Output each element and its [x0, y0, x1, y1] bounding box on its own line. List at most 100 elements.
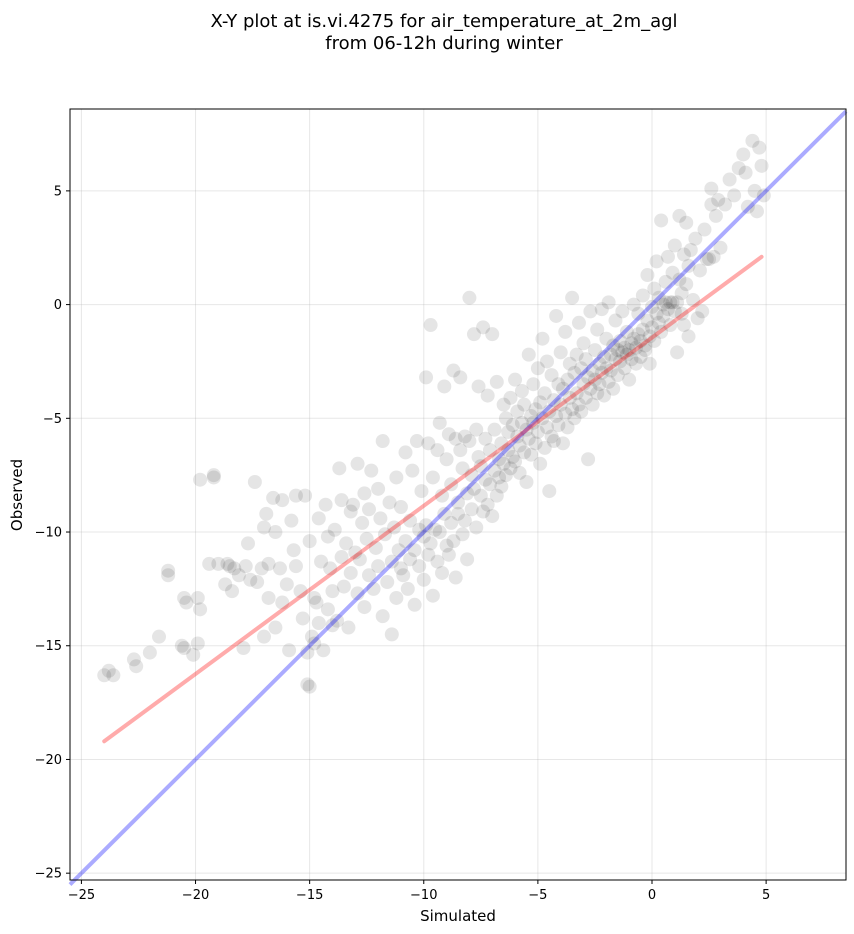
scatter-point [432, 415, 447, 430]
scatter-point [654, 324, 669, 339]
scatter-point [309, 595, 324, 610]
scatter-point [754, 158, 769, 173]
scatter-point [393, 500, 408, 515]
scatter-point [526, 415, 541, 430]
scatter-point [633, 349, 648, 364]
scatter-point [346, 497, 361, 512]
scatter-point [496, 397, 511, 412]
scatter-point [314, 554, 329, 569]
scatter-point [578, 352, 593, 367]
scatter-point [343, 565, 358, 580]
scatter-point [617, 361, 632, 376]
scatter-point [489, 374, 504, 389]
scatter-point [359, 531, 374, 546]
scatter-point [736, 147, 751, 162]
scatter-point [435, 565, 450, 580]
scatter-point [375, 434, 390, 449]
scatter-point [288, 559, 303, 574]
scatter-point [391, 543, 406, 558]
scatter-point [503, 390, 518, 405]
scatter-point [608, 352, 623, 367]
x-tick-label: −5 [528, 888, 547, 903]
scatter-point [752, 140, 767, 155]
scatter-point [501, 443, 516, 458]
scatter-point [179, 595, 194, 610]
scatter-point [464, 468, 479, 483]
scatter-point [571, 315, 586, 330]
scatter-point [101, 663, 116, 678]
scatter-point [540, 420, 555, 435]
scatter-point [692, 263, 707, 278]
scatter-point [510, 429, 525, 444]
x-tick-label: 0 [648, 888, 656, 903]
scatter-point [439, 538, 454, 553]
scatter-point [686, 293, 701, 308]
scatter-point [307, 636, 322, 651]
scatter-point [615, 345, 630, 360]
scatter-point [562, 390, 577, 405]
scatter-point [368, 540, 383, 555]
scatter-point [670, 345, 685, 360]
scatter-point [670, 295, 685, 310]
x-tick-label: −20 [182, 888, 209, 903]
scatter-point [462, 290, 477, 305]
scatter-point [638, 338, 653, 353]
scatter-point [549, 308, 564, 323]
scatter-point [574, 361, 589, 376]
scatter-point [704, 181, 719, 196]
scatter-point [302, 534, 317, 549]
scatter-point [681, 329, 696, 344]
scatter-point [555, 381, 570, 396]
scatter-point [562, 356, 577, 371]
scatter-point [193, 472, 208, 487]
scatter-point [635, 288, 650, 303]
scatter-point [555, 436, 570, 451]
scatter-point [565, 402, 580, 417]
scatter-point [396, 568, 411, 583]
scatter-point [444, 477, 459, 492]
scatter-point [581, 370, 596, 385]
scatter-point [464, 502, 479, 517]
scatter-point [576, 377, 591, 392]
scatter-point [227, 561, 242, 576]
scatter-point [494, 479, 509, 494]
x-tick-label: −25 [68, 888, 95, 903]
scatter-point [275, 493, 290, 508]
chart-title-line-2: from 06-12h during winter [325, 33, 563, 54]
scatter-point [261, 556, 276, 571]
scatter-point [517, 397, 532, 412]
scatter-point [656, 308, 671, 323]
scatter-point [272, 561, 287, 576]
scatter-point [129, 659, 144, 674]
scatter-point [437, 379, 452, 394]
scatter-point [423, 318, 438, 333]
scatter-point [236, 641, 251, 656]
scatter-point [288, 488, 303, 503]
scatter-point [617, 340, 632, 355]
scatter-point [307, 590, 322, 605]
scatter-point [318, 497, 333, 512]
scatter-point [348, 545, 363, 560]
x-tick-label: 5 [762, 888, 770, 903]
scatter-point [587, 372, 602, 387]
scatter-point [619, 347, 634, 362]
scatter-point [393, 561, 408, 576]
scatter-point [540, 354, 555, 369]
scatter-point [756, 188, 771, 203]
scatter-point [177, 590, 192, 605]
scatter-point [174, 638, 189, 653]
scatter-point [485, 327, 500, 342]
scatter-point [478, 472, 493, 487]
scatter-point [193, 602, 208, 617]
scatter-point [663, 295, 678, 310]
scatter-point [302, 679, 317, 694]
scatter-point [544, 429, 559, 444]
scatter-point [601, 374, 616, 389]
scatter-point [606, 381, 621, 396]
scatter-point [549, 409, 564, 424]
scatter-point [674, 286, 689, 301]
scatter-point [485, 509, 500, 524]
scatter-point [384, 627, 399, 642]
scatter-point [494, 436, 509, 451]
